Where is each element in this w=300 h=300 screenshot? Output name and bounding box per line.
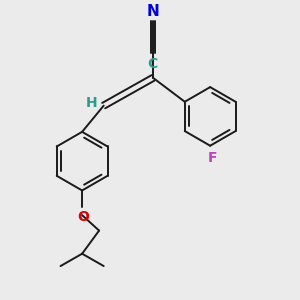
Text: F: F bbox=[208, 151, 218, 165]
Text: H: H bbox=[86, 95, 98, 110]
Text: N: N bbox=[147, 4, 160, 19]
Text: O: O bbox=[77, 210, 89, 224]
Text: C: C bbox=[147, 57, 158, 71]
